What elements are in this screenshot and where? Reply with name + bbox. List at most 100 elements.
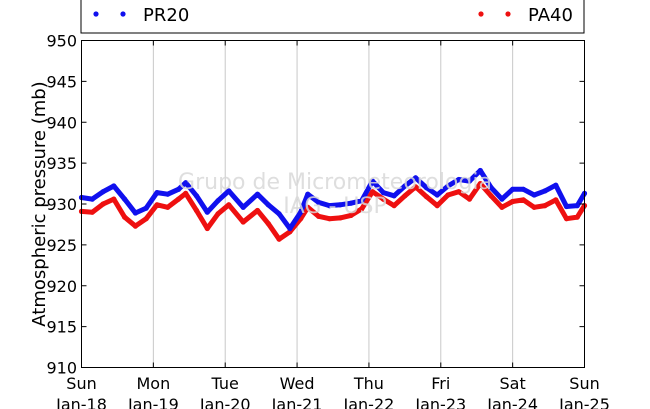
series-pr20-point	[337, 202, 343, 208]
y-tick-label: 930	[46, 195, 77, 214]
series-pr20-point	[122, 196, 128, 202]
x-tick-label-day: Tue	[211, 374, 239, 393]
series-pa40-point	[305, 204, 311, 210]
legend-marker-pa40	[478, 11, 484, 17]
x-tick-label-day: Sun	[66, 374, 96, 393]
series-pa40-point	[111, 196, 117, 202]
series-pr20-point	[359, 198, 365, 204]
series-pa40-point	[183, 190, 189, 196]
series-pa40-point	[509, 198, 516, 205]
series-pr20-point	[226, 188, 232, 194]
legend: PR20 PA40	[80, 0, 585, 34]
series-pa40-point	[434, 203, 440, 209]
x-tick-label-day: Fri	[431, 374, 450, 393]
series-pa40-point	[165, 204, 171, 210]
series-pr20-point	[204, 209, 210, 215]
x-axis: Sun Jan-18 Mon Jan-19 Tue Jan-20 Wed Jan-21 Thu J…	[55, 40, 610, 409]
x-tick-label-day: Wed	[280, 374, 315, 393]
series-pa40-point	[154, 202, 160, 208]
legend-label-pr20: PR20	[143, 5, 189, 26]
series-pr20-point	[456, 176, 462, 183]
series-pa40-point	[265, 221, 271, 227]
series-pr20-point	[240, 204, 246, 210]
legend-label-pa40: PA40	[528, 5, 573, 26]
series-pr20-point	[111, 183, 117, 189]
series-pa40-point	[122, 214, 128, 220]
series-layer	[78, 167, 588, 242]
series-pr20-point	[434, 192, 440, 198]
series-pa40-point	[193, 207, 200, 214]
watermark: Grupo de Micrometeorologia IAG - USP	[178, 170, 492, 219]
series-pa40-point	[316, 213, 322, 219]
series-pr20-point	[488, 185, 494, 191]
series-pr20-point	[445, 183, 451, 189]
series-pr20-point	[477, 167, 483, 174]
series-pr20-point	[509, 186, 516, 192]
series-pr20-point	[89, 196, 95, 202]
series-pa40-point	[132, 223, 138, 229]
series-pr20-point	[520, 186, 527, 192]
series-pa40-point	[276, 236, 282, 242]
series-pr20-point	[154, 190, 160, 196]
series-pr20-point	[423, 185, 429, 191]
series-pa40-point	[466, 196, 473, 202]
series-pr20-point	[276, 211, 282, 217]
y-tick-label: 915	[46, 318, 77, 337]
y-tick-label: 920	[46, 277, 77, 296]
series-pa40-point	[542, 203, 548, 209]
x-tick-label-day: Mon	[136, 374, 170, 393]
series-pa40-point	[215, 211, 221, 217]
x-tick-label-date: Jan-19	[127, 395, 179, 409]
watermark-line-1: Grupo de Micrometeorologia	[178, 170, 492, 195]
series-pa40-point	[456, 189, 462, 195]
y-tick-label: 910	[46, 359, 77, 378]
series-pa40-point	[499, 204, 505, 210]
series-pa40-point	[326, 216, 332, 222]
legend-marker-pr20	[93, 11, 99, 17]
y-axis-label: Atmospheric pressure (mb)	[29, 81, 50, 326]
series-pa40-point	[369, 189, 376, 195]
series-pr20-point	[531, 192, 537, 198]
series-pa40-point	[488, 193, 494, 199]
series-pr20-point	[466, 178, 473, 184]
x-tick-label-date: Jan-25	[558, 395, 610, 409]
y-axis: 910 915 920 925 930 935 940 945 950	[46, 32, 585, 378]
series-pa40-point	[574, 214, 580, 220]
series-pr20-point	[143, 205, 149, 211]
series-pa40-point	[553, 197, 559, 203]
series-pa40-point	[89, 209, 95, 215]
series-pr20-point	[348, 200, 354, 206]
series-pr20-point	[499, 196, 505, 202]
series-pr20-point	[391, 193, 397, 199]
series-pr20-point	[215, 198, 221, 204]
series-pa40-point	[423, 194, 429, 200]
series-pa40-point	[520, 197, 527, 203]
series-pr20-point	[402, 183, 408, 189]
series-pr20-point	[193, 193, 200, 199]
x-tick-label-date: Jan-21	[271, 395, 323, 409]
series-pa40-point	[254, 207, 261, 214]
series-pr20-point	[542, 188, 548, 194]
legend-marker-pr20	[120, 11, 126, 17]
series-pa40-point	[143, 216, 149, 222]
series-pr20-point	[287, 225, 293, 232]
series-pa40-point	[413, 184, 419, 190]
watermark-line-2: IAG - USP	[283, 194, 386, 219]
x-tick-label-date: Jan-23	[414, 395, 466, 409]
x-tick-label-day: Thu	[353, 374, 384, 393]
series-pa40-point	[563, 216, 570, 222]
series-pr20-point	[305, 191, 311, 197]
y-tick-label: 935	[46, 154, 77, 173]
series-pr20-point	[553, 182, 559, 188]
series-pa40-point	[380, 196, 386, 202]
series-pa40-point	[348, 212, 354, 218]
series-pa40-point	[175, 196, 182, 202]
series-pr20-point	[265, 202, 271, 208]
series-pr20-point	[100, 189, 106, 195]
x-tick-label-date: Jan-20	[199, 395, 251, 409]
series-pr20-point	[563, 203, 570, 210]
series-pa40-point	[531, 204, 537, 210]
series-pa40-point	[204, 225, 210, 232]
x-tick-label-day: Sun	[569, 374, 599, 393]
series-pr20-point	[165, 191, 171, 197]
